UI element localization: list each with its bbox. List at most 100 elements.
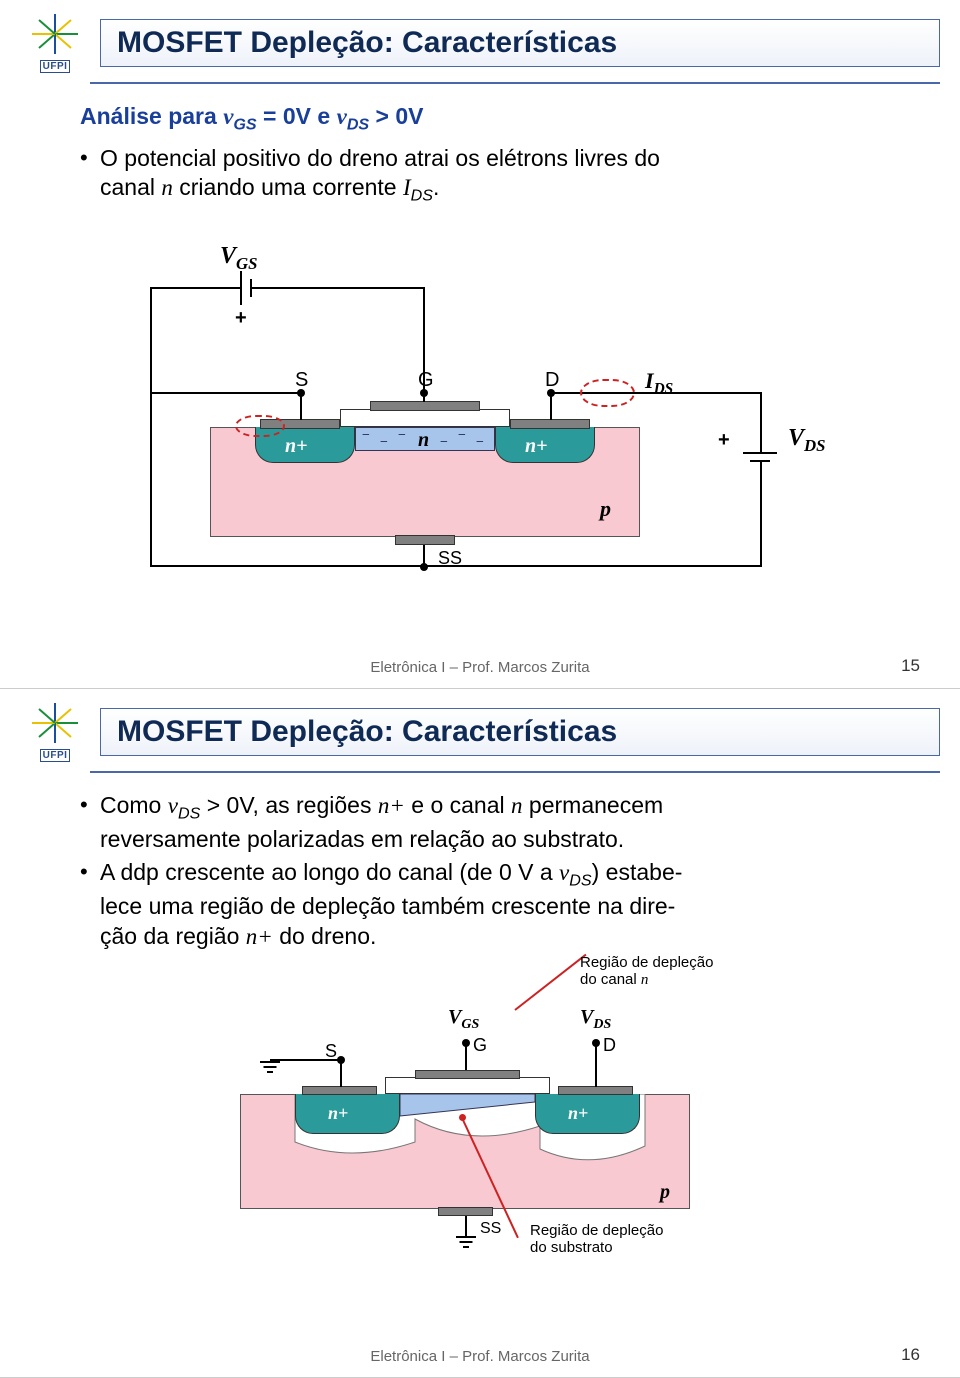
t: reversamente polarizadas em relação ao s… — [100, 826, 624, 852]
t: do canal — [580, 971, 641, 988]
t: Análise para — [80, 103, 223, 129]
mosfet-diagram-1: VGS + p n+ n+ n − − − − − − — [140, 227, 840, 607]
wire — [595, 1042, 597, 1087]
gate-metal — [370, 401, 480, 411]
wire — [150, 565, 425, 567]
page-number: 16 — [901, 1345, 920, 1365]
electron: − — [476, 434, 484, 452]
wire — [150, 287, 152, 567]
n-channel — [400, 1094, 535, 1119]
t: v — [337, 104, 347, 129]
t: DS — [569, 872, 591, 890]
vds-label: VDS — [788, 423, 825, 457]
header: UFPI MOSFET Depleção: Características — [0, 0, 960, 82]
t: v — [168, 793, 178, 818]
t: n — [161, 175, 173, 200]
ufpi-logo: UFPI — [20, 12, 90, 74]
g-label: G — [418, 367, 434, 393]
t: n — [641, 972, 649, 988]
callout-channel-depletion: Região de depleção do canal n — [580, 954, 713, 990]
drain-metal — [510, 419, 590, 429]
d-label: D — [603, 1034, 616, 1057]
t: ção da região — [100, 923, 246, 949]
plus-sign: + — [235, 305, 247, 331]
footer: Eletrônica I – Prof. Marcos Zurita — [0, 1348, 960, 1365]
analysis-heading: Análise para vGS = 0V e vDS > 0V — [80, 102, 900, 136]
slide-16: UFPI MOSFET Depleção: Características Co… — [0, 689, 960, 1378]
t: DS — [411, 187, 433, 205]
callout-line — [514, 954, 586, 1011]
substrate-metal — [395, 535, 455, 545]
electron: − — [458, 427, 466, 445]
header: UFPI MOSFET Depleção: Características — [0, 689, 960, 771]
callout-substrate-depletion: Região de depleção do substrato — [530, 1222, 663, 1257]
s-label: S — [295, 367, 308, 393]
logo-label: UFPI — [40, 749, 71, 762]
wire — [270, 1059, 341, 1061]
t: do dreno. — [273, 923, 377, 949]
ss-label: SS — [480, 1219, 501, 1240]
slide-title: MOSFET Depleção: Características — [100, 708, 940, 756]
t: ) estabe- — [592, 859, 683, 885]
wire — [252, 287, 424, 289]
source-metal — [302, 1086, 377, 1095]
nplus-label: n+ — [285, 433, 308, 459]
nplus-label: n+ — [568, 1102, 588, 1125]
t: v — [559, 860, 569, 885]
slide-15: UFPI MOSFET Depleção: Características An… — [0, 0, 960, 689]
electron: − — [398, 427, 406, 445]
t: > 0V, as regiões — [200, 792, 378, 818]
t: DS — [178, 805, 200, 823]
t: O potencial positivo do dreno atrai os e… — [100, 145, 660, 171]
vgs-label: VGS — [220, 241, 257, 275]
t: do substrato — [530, 1239, 613, 1256]
t: Região de depleção — [530, 1222, 663, 1239]
t: Como — [100, 792, 168, 818]
wire — [760, 462, 762, 565]
t: n+ — [246, 924, 273, 949]
t: criando uma corrente — [173, 174, 403, 200]
gate-metal — [415, 1070, 520, 1079]
t: lece uma região de depleção também cresc… — [100, 893, 675, 919]
t: canal — [100, 174, 161, 200]
current-loop-source — [235, 415, 285, 437]
gate-oxide — [340, 409, 510, 427]
bullet-1: Como vDS > 0V, as regiões n+ e o canal n… — [80, 791, 900, 854]
d-label: D — [545, 367, 559, 393]
wire — [423, 565, 762, 567]
drain-metal — [558, 1086, 633, 1095]
wire — [465, 1216, 467, 1236]
ufpi-logo: UFPI — [20, 701, 90, 763]
n-label: n — [418, 427, 429, 453]
t: n — [511, 793, 523, 818]
vds-label: VDS — [580, 1004, 611, 1034]
t: n+ — [378, 793, 405, 818]
gate-terminal — [462, 1039, 470, 1047]
bullet-2: A ddp crescente ao longo do canal (de 0 … — [80, 858, 900, 951]
page-number: 15 — [901, 656, 920, 676]
electron: − — [440, 434, 448, 452]
wire — [760, 392, 762, 452]
drain-terminal — [592, 1039, 600, 1047]
t: e o canal — [405, 792, 511, 818]
battery-plate — [743, 452, 777, 454]
t: Região de depleção — [580, 954, 713, 971]
t: permanecem — [523, 792, 664, 818]
mosfet-diagram-2: p n+ n+ — [180, 964, 800, 1284]
logo-label: UFPI — [40, 60, 71, 73]
t: I — [403, 175, 411, 200]
gate-oxide — [385, 1077, 550, 1094]
p-label: p — [600, 495, 611, 524]
t: DS — [347, 116, 369, 134]
content: Como vDS > 0V, as regiões n+ e o canal n… — [0, 773, 960, 1284]
bullet-1: O potencial positivo do dreno atrai os e… — [80, 144, 900, 207]
ids-label: IDS — [645, 367, 673, 399]
plus-sign: + — [718, 427, 730, 453]
nplus-label: n+ — [525, 433, 548, 459]
vgs-label: VGS — [448, 1004, 479, 1034]
slide-title: MOSFET Depleção: Características — [100, 19, 940, 67]
nplus-label: n+ — [328, 1102, 348, 1125]
current-loop-ids — [580, 379, 635, 407]
electron: − — [380, 434, 388, 452]
footer: Eletrônica I – Prof. Marcos Zurita — [0, 659, 960, 676]
